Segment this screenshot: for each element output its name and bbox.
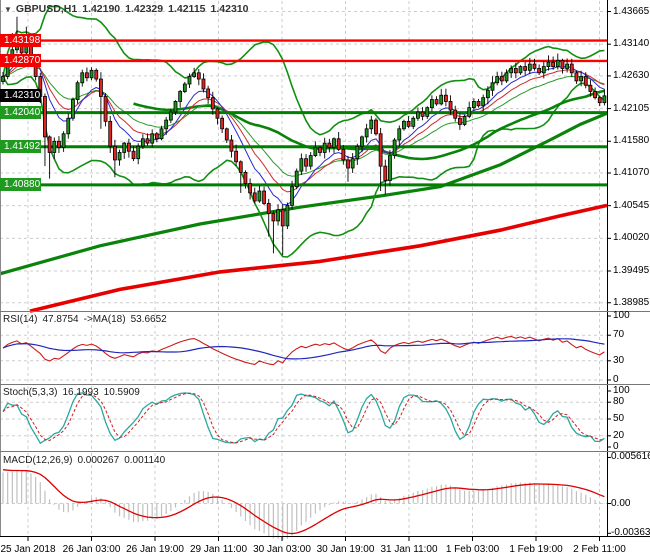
stoch-header: Stoch(5,3,3) 16.1993 10.5909 <box>3 387 145 398</box>
chart-title-bar: ▼ GBPUSD,H1 1.42190 1.42329 1.42115 1.42310 <box>4 3 253 15</box>
macd-value: 0.000267 <box>77 455 120 466</box>
macd-tick-label: 0.005616 <box>611 451 650 463</box>
rsi-tick-label: 30 <box>613 354 625 366</box>
ohlc-high: 1.42329 <box>125 3 164 15</box>
stoch-tick-label: 50 <box>613 413 625 424</box>
ohlc-open: 1.42190 <box>82 3 121 15</box>
price-badge-support: 1.42040 <box>0 106 41 120</box>
rsi-value: 47.8754 <box>42 314 79 325</box>
rsi-tick-label: 70 <box>613 329 625 341</box>
price-tick-label: 1.43140 <box>613 38 650 50</box>
stoch-tick-label: 80 <box>613 396 625 408</box>
macd-name: MACD(12,26,9) <box>3 455 73 466</box>
date-label: 26 Jan 03:00 <box>62 544 121 555</box>
date-label: 30 Jan 19:00 <box>316 544 375 555</box>
date-label: 31 Jan 11:00 <box>380 544 438 555</box>
date-label: 1 Feb 19:00 <box>509 544 563 555</box>
date-label: 29 Jan 11:00 <box>189 544 248 555</box>
macd-tick-label: 0.00 <box>611 497 631 509</box>
date-label: 2 Feb 11:00 <box>573 544 626 555</box>
price-tick-label: 1.42105 <box>613 102 650 114</box>
stoch-tick-label: 100 <box>613 385 630 396</box>
price-tick-label: 1.40020 <box>613 232 650 244</box>
stoch-tick-label: 0 <box>613 441 619 452</box>
price-badge-resistance: 1.43198 <box>0 34 41 48</box>
ohlc-close: 1.42310 <box>210 3 249 15</box>
rsi-header: RSI(14) 47.8754 ->MA(18) 53.6652 <box>3 314 172 325</box>
price-badge-current: 1.42310 <box>0 89 41 103</box>
ohlc-low: 1.42115 <box>168 3 206 15</box>
macd-tick-label: -0.003635 <box>611 527 650 539</box>
rsi-tick-label: 0 <box>613 374 619 385</box>
price-tick-label: 1.43665 <box>613 5 650 17</box>
price-tick-label: 1.41580 <box>613 135 650 147</box>
stoch-name: Stoch(5,3,3) <box>3 387 58 398</box>
rsi-ma-value: 53.6652 <box>130 314 167 325</box>
rsi-tick-label: 100 <box>613 310 630 321</box>
macd-header: MACD(12,26,9) 0.000267 0.001140 <box>3 455 170 466</box>
price-tick-label: 1.39495 <box>613 265 650 276</box>
rsi-name: RSI(14) <box>3 314 38 325</box>
symbol-dropdown-icon[interactable]: ▼ <box>4 5 12 14</box>
price-badge-support: 1.40880 <box>0 178 41 192</box>
price-badge-support: 1.41492 <box>0 140 41 154</box>
stoch-tick-label: 20 <box>613 429 625 441</box>
date-label: 26 Jan 19:00 <box>126 544 184 555</box>
stoch-d-value: 10.5909 <box>103 387 140 398</box>
date-label: 25 Jan 2018 <box>0 544 56 555</box>
price-tick-label: 1.41070 <box>613 166 650 178</box>
date-label: 30 Jan 03:00 <box>253 544 311 555</box>
macd-signal-value: 0.001140 <box>124 455 166 466</box>
date-label: 1 Feb 03:00 <box>445 544 500 555</box>
price-badge-resistance: 1.42870 <box>0 54 41 68</box>
stoch-k-value: 16.1993 <box>62 387 99 398</box>
symbol-title: GBPUSD,H1 <box>15 3 78 15</box>
price-tick-label: 1.38985 <box>613 296 650 308</box>
rsi-ma-name: ->MA(18) <box>83 314 126 325</box>
price-tick-label: 1.40545 <box>613 199 650 211</box>
price-tick-label: 1.42630 <box>613 69 650 81</box>
